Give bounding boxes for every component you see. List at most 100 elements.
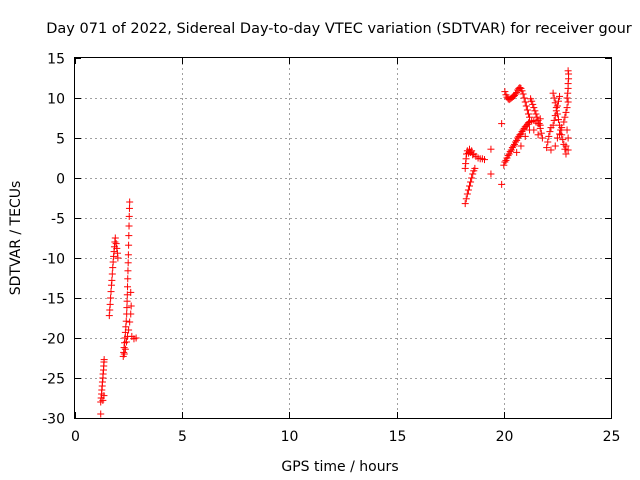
y-axis-ticks: -30 -25 -20 -15 -10 -5 0 5 10 15 (42, 52, 611, 428)
data-point (549, 121, 557, 129)
data-point (127, 310, 135, 318)
data-point (487, 170, 495, 178)
y-axis-label: SDTVAR / TECUs (8, 181, 24, 296)
data-point (545, 132, 553, 140)
data-point (113, 244, 121, 252)
x-tick-label: 0 (71, 429, 80, 445)
data-point (558, 124, 566, 132)
data-point (552, 104, 560, 112)
data-point (556, 92, 564, 100)
data-point (127, 302, 135, 310)
data-point (120, 350, 128, 358)
data-point (125, 232, 133, 240)
data-point (124, 251, 132, 259)
data-point (126, 198, 134, 206)
data-point (99, 396, 107, 404)
data-point (125, 326, 133, 334)
data-point (550, 94, 558, 102)
data-point (530, 104, 538, 112)
data-point (526, 113, 534, 121)
data-point (531, 107, 539, 115)
data-point (132, 334, 140, 342)
data-point (536, 124, 544, 132)
data-point (537, 129, 545, 137)
data-point (506, 148, 514, 156)
data-point (487, 145, 495, 153)
data-point (518, 87, 526, 95)
y-tick-label: 0 (56, 172, 65, 188)
data-point (547, 146, 555, 154)
data-point (529, 100, 537, 108)
data-point (560, 118, 568, 126)
data-point (522, 102, 530, 110)
data-point (111, 234, 119, 242)
y-tick-label: -15 (42, 292, 65, 308)
data-point (562, 142, 570, 150)
data-point (107, 288, 115, 296)
data-point (521, 132, 529, 140)
data-point (509, 142, 517, 150)
data-point (563, 126, 571, 134)
data-point (561, 145, 569, 153)
data-point (462, 195, 470, 203)
data-point (122, 338, 130, 346)
data-point (504, 152, 512, 160)
data-point (468, 174, 476, 182)
data-point (512, 90, 520, 98)
x-tick-label: 25 (603, 429, 621, 445)
data-point (517, 142, 525, 150)
data-point (554, 97, 562, 105)
data-point (100, 392, 108, 400)
data-point (564, 67, 572, 75)
data-point (501, 158, 509, 166)
data-point (124, 283, 132, 291)
data-point (528, 97, 536, 105)
data-point (532, 110, 540, 118)
data-point (498, 180, 506, 188)
data-point (114, 254, 122, 262)
data-point (524, 119, 532, 127)
data-point (561, 113, 569, 121)
data-point (530, 126, 538, 134)
data-point (513, 148, 521, 156)
data-point (127, 288, 135, 296)
data-point (559, 136, 567, 144)
data-point (469, 151, 477, 159)
data-point (535, 120, 543, 128)
data-point (551, 99, 559, 107)
data-point (124, 275, 132, 283)
data-point (481, 156, 489, 164)
data-point (564, 98, 572, 106)
y-tick-label: -10 (42, 252, 65, 268)
data-point (553, 134, 561, 142)
data-point (549, 89, 557, 97)
data-point (534, 131, 542, 139)
data-point (538, 134, 546, 142)
plot-frame (74, 57, 612, 419)
data-point (512, 138, 520, 146)
data-point (562, 108, 570, 116)
data-point (521, 98, 529, 106)
data-point (464, 186, 472, 194)
x-axis-label: GPS time / hours (281, 459, 398, 475)
data-point (108, 270, 116, 278)
data-point (471, 164, 479, 172)
grid-lines (75, 58, 611, 418)
data-point (122, 317, 130, 325)
data-point (544, 138, 552, 146)
data-point (123, 304, 131, 312)
x-tick-label: 5 (178, 429, 187, 445)
data-point (125, 241, 133, 249)
y-tick-label: -5 (51, 212, 65, 228)
data-point (100, 356, 108, 364)
data-point (556, 130, 564, 138)
data-point (463, 190, 471, 198)
data-point (534, 116, 542, 124)
data-point (533, 113, 541, 121)
data-point (498, 120, 506, 128)
data-point (461, 200, 469, 208)
data-point (106, 300, 114, 308)
y-tick-label: -30 (42, 412, 65, 428)
data-point (543, 144, 551, 152)
data-point (121, 345, 129, 353)
